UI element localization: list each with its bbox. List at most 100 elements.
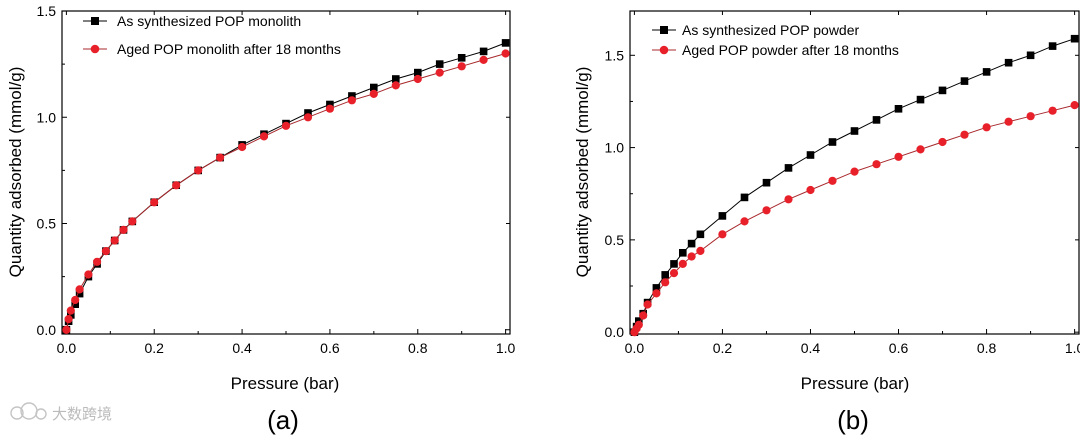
data-point-a-1: [172, 181, 181, 190]
data-point-a-1: [413, 74, 422, 84]
axis-ticks-a: 0.0 0.2 0.4 0.6 0.8 1.0 0.0 0.5 1.0 1.5: [37, 3, 516, 356]
data-point-b-1: [894, 152, 903, 161]
data-point-b-0: [670, 260, 678, 268]
data-point-a-1: [501, 49, 510, 58]
legend-label-b-1: Aged POP powder after 18 months: [682, 42, 899, 58]
axis-ticks-b: 0.0 0.2 0.4 0.6 0.8 1.0 0.0 0.5 1.0 1.5: [605, 11, 1080, 356]
data-point-b-1: [806, 185, 815, 195]
data-point-b-1: [1026, 112, 1035, 121]
watermark-logo-icon: [10, 402, 47, 420]
x-tick-label: 0.4: [801, 340, 821, 356]
legend-b: As synthesized POP powder Aged POP powde…: [652, 22, 899, 58]
data-point-b-0: [828, 138, 837, 146]
series-line-a-1: [65, 53, 506, 330]
series-group-a: [62, 39, 510, 334]
watermark: 大数跨境: [10, 402, 112, 423]
data-point-a-1: [194, 166, 203, 175]
data-point-a-1: [479, 55, 488, 64]
data-point-b-0: [652, 284, 661, 292]
data-point-a-1: [259, 132, 269, 141]
legend-label-b-0: As synthesized POP powder: [682, 22, 860, 38]
data-point-a-0: [75, 289, 84, 298]
x-tick-label: 0.4: [232, 340, 252, 356]
data-point-a-1: [93, 257, 102, 266]
y-tick-label: 0.5: [605, 232, 625, 248]
data-point-a-0: [501, 39, 510, 47]
data-point-a-1: [369, 89, 378, 98]
data-point-a-1: [64, 315, 73, 324]
x-axis-title-b: Pressure (bar): [801, 374, 910, 393]
data-point-a-1: [62, 325, 71, 334]
data-point-b-0: [872, 116, 881, 124]
legend-marker-b-1: [659, 45, 669, 55]
y-tick-label: 0.0: [37, 322, 57, 338]
watermark-text: 大数跨境: [52, 405, 112, 423]
data-point-b-1: [669, 269, 679, 278]
series-line-b-1: [633, 104, 1075, 333]
data-point-b-1: [850, 167, 859, 176]
data-point-b-1: [1048, 106, 1057, 115]
data-point-b-0: [740, 193, 749, 202]
data-point-a-0: [414, 68, 422, 77]
data-point-b-0: [679, 249, 687, 257]
plot-frame-a: [61, 10, 511, 335]
x-tick-label: 0.0: [57, 340, 77, 356]
x-tick-label: 0.6: [889, 340, 909, 356]
data-point-b-1: [661, 278, 670, 287]
y-tick-label: 0.0: [605, 324, 625, 340]
data-point-a-0: [67, 311, 75, 319]
data-point-a-0: [348, 92, 356, 100]
panel-label-b: (b): [837, 405, 869, 435]
data-point-b-1: [784, 195, 793, 204]
data-point-a-1: [150, 198, 159, 207]
panel-label-a: (a): [267, 405, 299, 435]
series-line-a-0: [65, 42, 506, 330]
y-tick-label: 0.5: [37, 216, 57, 232]
data-point-b-0: [806, 151, 815, 159]
data-point-a-1: [75, 285, 84, 294]
data-point-b-1: [643, 300, 652, 309]
data-point-b-1: [938, 137, 947, 147]
data-point-a-1: [238, 142, 247, 152]
data-point-b-1: [652, 289, 661, 298]
x-tick-label: 0.8: [408, 340, 428, 356]
chart-panel-b: 0.0 0.2 0.4 0.6 0.8 1.0 0.0 0.5 1.0 1.5 As synthe…: [573, 10, 1080, 435]
data-point-b-0: [696, 230, 705, 239]
data-point-b-1: [1004, 117, 1013, 126]
y-tick-label: 1.5: [37, 3, 57, 19]
data-point-b-0: [661, 271, 669, 279]
legend-marker-a-0: [91, 17, 99, 25]
data-point-b-1: [1070, 101, 1079, 110]
x-tick-label: 1.0: [496, 340, 516, 356]
data-point-b-0: [850, 127, 859, 135]
data-point-b-1: [678, 259, 687, 268]
data-point-a-1: [71, 295, 80, 305]
data-point-b-1: [696, 246, 705, 255]
data-point-b-0: [938, 86, 947, 95]
data-point-b-1: [828, 176, 837, 185]
x-tick-label: 0.6: [320, 340, 340, 356]
data-point-a-0: [479, 47, 488, 56]
data-point-b-0: [982, 68, 991, 76]
data-point-a-1: [66, 306, 75, 315]
chart-panel-a: 0.0 0.2 0.4 0.6 0.8 1.0 0.0 0.5 1.0 1.5 As synthe…: [6, 3, 516, 435]
data-point-b-0: [916, 95, 925, 104]
data-point-a-1: [216, 153, 225, 162]
y-axis-title-a: Quantity adsorbed (mmol/g): [6, 67, 25, 278]
data-point-a-0: [326, 100, 334, 109]
data-point-b-0: [718, 212, 727, 220]
data-point-a-0: [304, 109, 312, 117]
y-tick-label: 1.5: [605, 47, 625, 63]
x-tick-label: 0.0: [625, 340, 645, 356]
data-point-b-1: [639, 311, 648, 320]
y-axis-title-b: Quantity adsorbed (mmol/g): [573, 67, 592, 278]
data-point-b-0: [784, 164, 793, 172]
data-point-a-1: [101, 247, 110, 256]
data-point-b-0: [1070, 34, 1079, 43]
data-point-b-0: [1026, 51, 1035, 60]
legend-a: As synthesized POP monolith Aged POP mon…: [83, 13, 341, 57]
data-point-b-1: [982, 123, 991, 132]
data-point-b-1: [687, 252, 696, 261]
data-point-b-1: [634, 320, 643, 329]
